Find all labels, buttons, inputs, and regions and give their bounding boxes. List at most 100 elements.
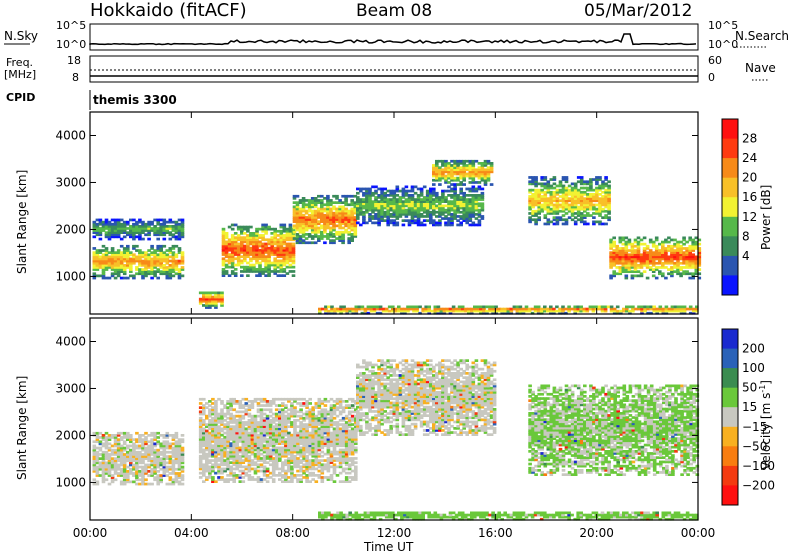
velocity-cell bbox=[220, 463, 224, 467]
power-cell bbox=[144, 268, 148, 271]
power-cell bbox=[159, 255, 163, 259]
power-cell bbox=[389, 202, 393, 206]
power-cell bbox=[374, 204, 378, 208]
power-cell bbox=[471, 162, 476, 165]
velocity-cell bbox=[211, 412, 215, 416]
power-cell bbox=[624, 255, 629, 259]
velocity-cell bbox=[138, 436, 142, 439]
velocity-cell bbox=[290, 478, 294, 481]
power-cell bbox=[350, 228, 354, 232]
power-cell bbox=[576, 207, 581, 211]
power-cell bbox=[129, 235, 133, 239]
velocity-cell bbox=[232, 474, 236, 477]
power-cell bbox=[389, 194, 393, 197]
power-cell bbox=[474, 170, 479, 174]
velocity-cell bbox=[259, 412, 264, 416]
velocity-cell bbox=[156, 442, 160, 446]
velocity-cell bbox=[235, 442, 239, 445]
velocity-cell bbox=[223, 454, 227, 458]
power-cell bbox=[147, 255, 151, 259]
power-cell bbox=[383, 196, 387, 199]
power-cell bbox=[401, 200, 406, 203]
power-cell bbox=[327, 305, 331, 309]
velocity-cell bbox=[274, 452, 279, 456]
power-cell bbox=[295, 226, 300, 230]
velocity-cell bbox=[287, 425, 291, 428]
power-cell bbox=[422, 204, 427, 208]
velocity-cell bbox=[150, 467, 154, 471]
velocity-cell bbox=[232, 448, 236, 452]
power-cell bbox=[159, 264, 163, 267]
power-cell bbox=[533, 305, 538, 309]
power-cell bbox=[427, 307, 431, 311]
power-cell bbox=[147, 227, 151, 230]
velocity-cell bbox=[302, 440, 306, 443]
power-cell bbox=[691, 274, 695, 278]
power-cell bbox=[474, 202, 479, 206]
power-cell bbox=[177, 276, 182, 280]
velocity-cell bbox=[271, 463, 276, 467]
velocity-cell bbox=[126, 455, 130, 458]
power-cell bbox=[138, 261, 142, 265]
power-cell bbox=[591, 307, 596, 311]
power-cell bbox=[317, 194, 321, 198]
power-cell bbox=[636, 270, 641, 273]
power-cell bbox=[264, 257, 268, 261]
power-cell bbox=[612, 253, 616, 257]
velocity-cell bbox=[220, 461, 224, 464]
power-cell bbox=[474, 168, 479, 172]
velocity-cell bbox=[119, 444, 124, 448]
velocity-cell bbox=[129, 436, 133, 439]
power-cell bbox=[101, 229, 106, 232]
power-cell bbox=[377, 217, 381, 220]
velocity-cell bbox=[129, 467, 133, 471]
velocity-cell bbox=[229, 397, 233, 401]
power-cell bbox=[171, 253, 176, 257]
power-cell bbox=[298, 201, 303, 204]
velocity-cell bbox=[180, 482, 185, 486]
power-cell bbox=[258, 240, 262, 244]
velocity-cell bbox=[113, 444, 118, 448]
velocity-cell bbox=[296, 433, 300, 437]
power-cell bbox=[320, 211, 324, 215]
power-cell bbox=[592, 212, 596, 215]
power-cell bbox=[264, 229, 268, 233]
velocity-cell bbox=[235, 457, 239, 460]
power-cell bbox=[264, 225, 268, 229]
power-cell bbox=[273, 268, 277, 271]
velocity-cell bbox=[253, 419, 258, 422]
velocity-cell bbox=[302, 444, 306, 448]
velocity-cell bbox=[253, 414, 258, 418]
power-cell bbox=[177, 268, 182, 271]
velocity-cell bbox=[290, 425, 294, 428]
velocity-cell bbox=[101, 478, 106, 482]
velocity-cell bbox=[214, 461, 218, 464]
velocity-cell bbox=[296, 463, 300, 467]
velocity-cell bbox=[232, 408, 236, 412]
velocity-cell bbox=[256, 423, 261, 426]
power-cell bbox=[688, 266, 692, 269]
power-cell bbox=[444, 215, 448, 218]
velocity-cell bbox=[296, 478, 300, 481]
velocity-cell bbox=[247, 431, 252, 435]
power-cell bbox=[313, 222, 318, 226]
velocity-cell bbox=[238, 429, 243, 433]
power-cell bbox=[570, 193, 575, 196]
velocity-cell bbox=[262, 421, 267, 424]
power-cell bbox=[341, 226, 345, 230]
velocity-cell bbox=[147, 455, 151, 458]
power-cell bbox=[658, 272, 662, 276]
velocity-cell bbox=[287, 480, 291, 483]
power-cell bbox=[416, 187, 421, 191]
power-cell bbox=[313, 197, 318, 200]
power-cell bbox=[383, 206, 387, 210]
power-cell bbox=[697, 257, 702, 261]
power-cell bbox=[633, 240, 638, 244]
power-cell bbox=[326, 207, 330, 211]
power-cell bbox=[365, 194, 369, 197]
power-cell bbox=[579, 220, 584, 224]
power-cell bbox=[92, 231, 97, 234]
power-cell bbox=[401, 219, 406, 222]
power-cell bbox=[477, 215, 482, 218]
power-cell bbox=[292, 218, 297, 221]
